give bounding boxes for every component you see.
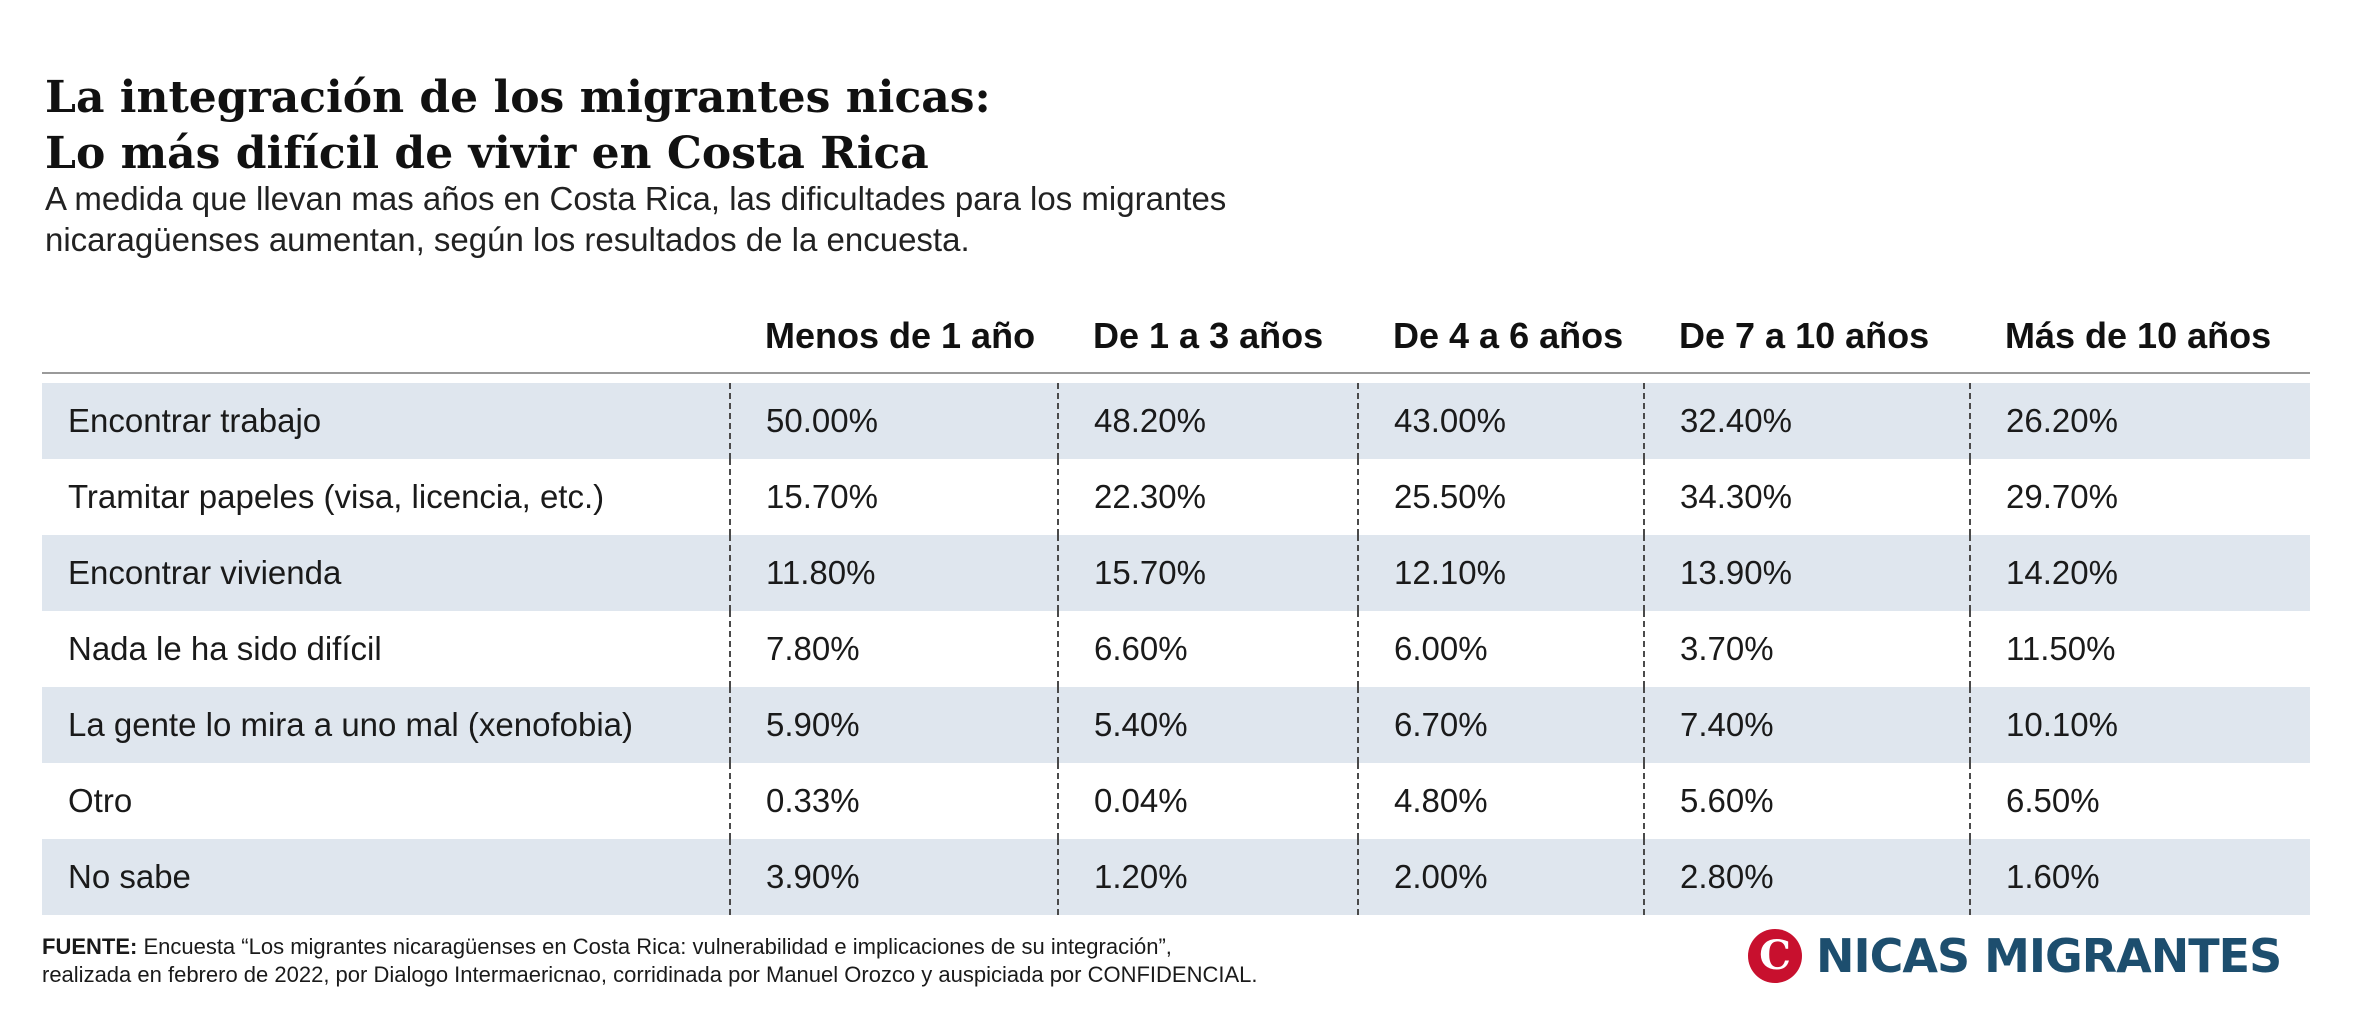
table-cell: 25.50% bbox=[1357, 459, 1644, 535]
table-row: No sabe 3.90% 1.20% 2.00% 2.80% 1.60% bbox=[42, 839, 2310, 915]
table-cell: 6.60% bbox=[1057, 611, 1358, 687]
table-cell: 6.70% bbox=[1357, 687, 1644, 763]
column-header: Más de 10 años bbox=[1970, 300, 2310, 374]
column-header: De 1 a 3 años bbox=[1058, 300, 1358, 374]
table-cell: 2.00% bbox=[1357, 839, 1644, 915]
brand-logo: C NICAS MIGRANTES bbox=[1748, 926, 2282, 986]
table-cell: 3.70% bbox=[1643, 611, 1970, 687]
table-cell: 43.00% bbox=[1357, 383, 1644, 459]
table-cell: 10.10% bbox=[1969, 687, 2310, 763]
table-cell: 0.04% bbox=[1057, 763, 1358, 839]
table-cell: 15.70% bbox=[729, 459, 1058, 535]
table-row: Encontrar trabajo 50.00% 48.20% 43.00% 3… bbox=[42, 383, 2310, 459]
title-line-2: Lo más difícil de vivir en Costa Rica bbox=[45, 128, 929, 179]
table-row: Tramitar papeles (visa, licencia, etc.) … bbox=[42, 459, 2310, 535]
chart-subtitle: A medida que llevan mas años en Costa Ri… bbox=[45, 178, 1445, 260]
table-header-row: Menos de 1 año De 1 a 3 años De 4 a 6 añ… bbox=[42, 300, 2310, 374]
table-cell: 14.20% bbox=[1969, 535, 2310, 611]
table-cell: 48.20% bbox=[1057, 383, 1358, 459]
column-header: De 4 a 6 años bbox=[1358, 300, 1644, 374]
confidencial-logo-icon: C bbox=[1748, 929, 1802, 983]
source-label: FUENTE: bbox=[42, 934, 138, 959]
row-label: Tramitar papeles (visa, licencia, etc.) bbox=[42, 459, 730, 535]
subtitle-line-2: nicaragüenses aumentan, según los result… bbox=[45, 221, 970, 258]
table-cell: 7.80% bbox=[729, 611, 1058, 687]
column-header: Menos de 1 año bbox=[730, 300, 1058, 374]
table-cell: 6.50% bbox=[1969, 763, 2310, 839]
table-cell: 34.30% bbox=[1643, 459, 1970, 535]
table-cell: 5.60% bbox=[1643, 763, 1970, 839]
header-row-label bbox=[42, 300, 730, 374]
data-table: Menos de 1 año De 1 a 3 años De 4 a 6 añ… bbox=[42, 300, 2310, 915]
table-cell: 29.70% bbox=[1969, 459, 2310, 535]
table-body bbox=[42, 373, 2310, 383]
table-cell: 50.00% bbox=[729, 383, 1058, 459]
table-row: Otro 0.33% 0.04% 4.80% 5.60% 6.50% bbox=[42, 763, 2310, 839]
chart-title: La integración de los migrantes nicas: L… bbox=[45, 70, 991, 182]
source-text-1: Encuesta “Los migrantes nicaragüenses en… bbox=[137, 934, 1172, 959]
row-label: No sabe bbox=[42, 839, 730, 915]
source-note: FUENTE: Encuesta “Los migrantes nicaragü… bbox=[42, 933, 1662, 989]
table-cell: 1.20% bbox=[1057, 839, 1358, 915]
data-table-container: Menos de 1 año De 1 a 3 años De 4 a 6 añ… bbox=[42, 300, 2310, 915]
row-label: Encontrar vivienda bbox=[42, 535, 730, 611]
source-line-1: FUENTE: Encuesta “Los migrantes nicaragü… bbox=[42, 933, 1662, 961]
table-cell: 1.60% bbox=[1969, 839, 2310, 915]
subtitle-line-1: A medida que llevan mas años en Costa Ri… bbox=[45, 180, 1227, 217]
table-row: Nada le ha sido difícil 7.80% 6.60% 6.00… bbox=[42, 611, 2310, 687]
table-cell: 13.90% bbox=[1643, 535, 1970, 611]
table-cell: 12.10% bbox=[1357, 535, 1644, 611]
table-cell: 11.80% bbox=[729, 535, 1058, 611]
table-cell: 4.80% bbox=[1357, 763, 1644, 839]
table-cell: 5.90% bbox=[729, 687, 1058, 763]
table-row: Encontrar vivienda 11.80% 15.70% 12.10% … bbox=[42, 535, 2310, 611]
table-cell: 22.30% bbox=[1057, 459, 1358, 535]
table-cell: 7.40% bbox=[1643, 687, 1970, 763]
logo-wordmark: NICAS MIGRANTES bbox=[1816, 929, 2282, 983]
table-cell: 32.40% bbox=[1643, 383, 1970, 459]
row-label: Encontrar trabajo bbox=[42, 383, 730, 459]
source-line-2: realizada en febrero de 2022, por Dialog… bbox=[42, 962, 1258, 987]
table-cell: 0.33% bbox=[729, 763, 1058, 839]
table-cell: 15.70% bbox=[1057, 535, 1358, 611]
column-header: De 7 a 10 años bbox=[1644, 300, 1970, 374]
table-rows: Encontrar trabajo 50.00% 48.20% 43.00% 3… bbox=[42, 383, 2310, 915]
table-cell: 6.00% bbox=[1357, 611, 1644, 687]
row-label: La gente lo mira a uno mal (xenofobia) bbox=[42, 687, 730, 763]
table-cell: 26.20% bbox=[1969, 383, 2310, 459]
table-row: La gente lo mira a uno mal (xenofobia) 5… bbox=[42, 687, 2310, 763]
table-cell: 5.40% bbox=[1057, 687, 1358, 763]
table-spacer bbox=[42, 373, 2310, 383]
title-line-1: La integración de los migrantes nicas: bbox=[45, 72, 991, 123]
table-cell: 3.90% bbox=[729, 839, 1058, 915]
table-cell: 11.50% bbox=[1969, 611, 2310, 687]
table-cell: 2.80% bbox=[1643, 839, 1970, 915]
row-label: Otro bbox=[42, 763, 730, 839]
row-label: Nada le ha sido difícil bbox=[42, 611, 730, 687]
